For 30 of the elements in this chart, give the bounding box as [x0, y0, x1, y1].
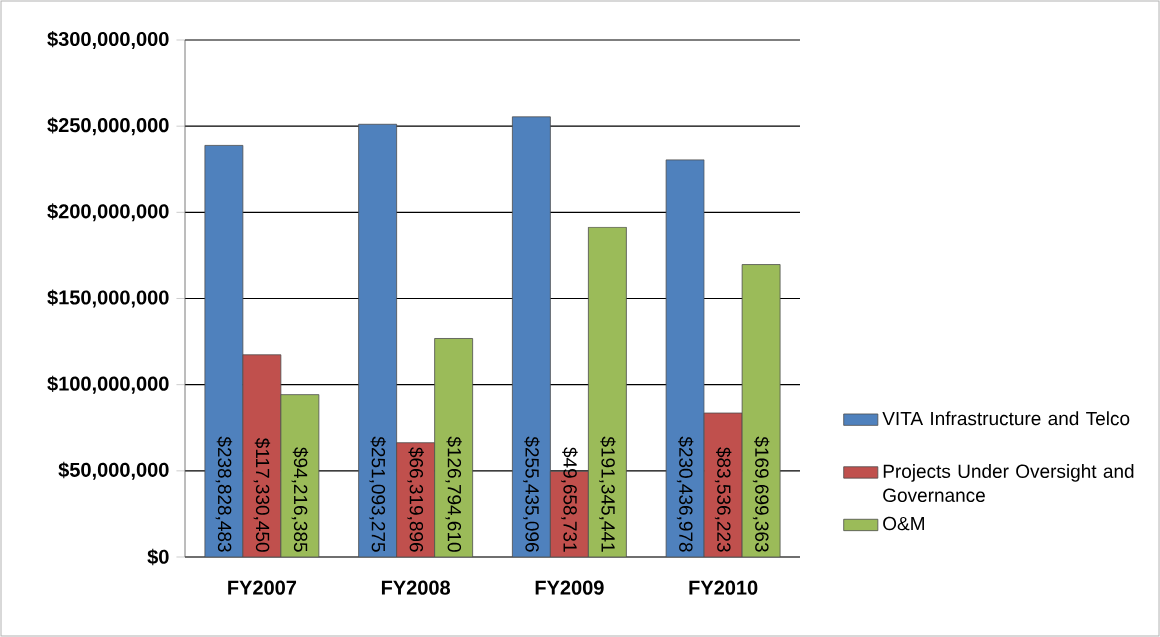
- legend-label: Projects Under Oversight and Governance: [883, 464, 1134, 503]
- y-tick-label: $250,000,000: [47, 117, 169, 136]
- y-tick-label: $300,000,000: [47, 31, 169, 49]
- data-label: $230,436,978: [676, 436, 694, 552]
- y-tick-label: $100,000,000: [47, 375, 169, 394]
- data-label: $117,330,450: [253, 438, 271, 552]
- x-tick-label: FY2007: [228, 580, 297, 595]
- y-tick-label: $200,000,000: [47, 203, 169, 222]
- x-tick-label: FY2009: [535, 580, 604, 595]
- data-label: $49,658,731: [561, 447, 578, 552]
- bar: [358, 123, 398, 557]
- data-label: $66,319,896: [407, 447, 424, 552]
- bar: [665, 159, 705, 557]
- data-label: $169,699,363: [752, 436, 770, 552]
- legend-label: O&M: [883, 516, 924, 531]
- y-tick-label: $0: [147, 548, 169, 566]
- y-tick-label: $50,000,000: [58, 461, 169, 480]
- data-label: $83,536,223: [714, 447, 732, 552]
- y-tick-label: $150,000,000: [47, 289, 169, 308]
- bar: [511, 116, 551, 557]
- bar: [204, 145, 244, 557]
- x-tick-label: FY2008: [381, 580, 451, 595]
- data-label: $238,828,483: [215, 436, 233, 552]
- data-label: $255,435,096: [523, 436, 540, 552]
- x-tick-label: FY2010: [689, 580, 758, 595]
- data-label: $191,345,441: [599, 436, 616, 552]
- data-label: $126,794,610: [445, 436, 462, 552]
- legend-label: VITA Infrastructure and Telco: [882, 411, 1130, 426]
- data-label: $94,216,385: [291, 447, 309, 552]
- data-label: $251,093,275: [369, 436, 386, 552]
